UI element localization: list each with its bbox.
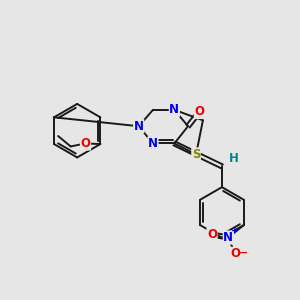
Text: N: N xyxy=(148,137,158,150)
Text: S: S xyxy=(192,148,200,161)
Text: +: + xyxy=(231,226,239,235)
Text: −: − xyxy=(238,248,248,257)
Text: O: O xyxy=(194,106,204,118)
Text: N: N xyxy=(224,231,233,244)
Text: O: O xyxy=(80,137,91,150)
Text: H: H xyxy=(229,152,239,164)
Text: O: O xyxy=(230,248,240,260)
Text: N: N xyxy=(169,103,179,116)
Text: O: O xyxy=(207,228,217,241)
Text: N: N xyxy=(134,120,144,133)
